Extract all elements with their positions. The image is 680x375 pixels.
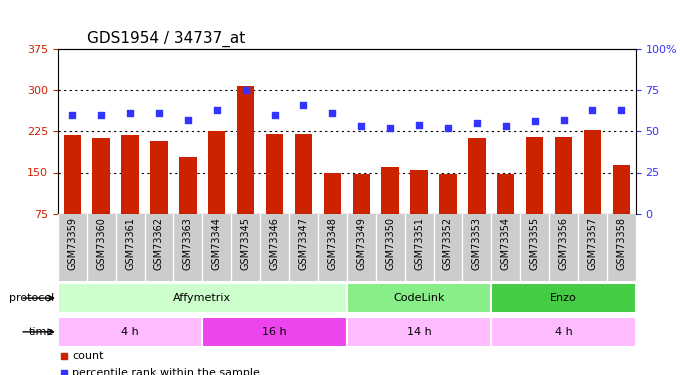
Text: GSM73347: GSM73347 — [299, 217, 309, 270]
Bar — [439, 174, 457, 214]
Bar — [203, 316, 347, 347]
Point — [327, 110, 338, 116]
Bar — [266, 134, 284, 214]
Text: GSM73358: GSM73358 — [616, 217, 626, 270]
Point — [356, 123, 367, 129]
Text: GSM73362: GSM73362 — [154, 217, 164, 270]
Point — [240, 87, 251, 93]
Text: GSM73357: GSM73357 — [588, 217, 598, 270]
Bar — [92, 138, 110, 214]
Bar — [295, 134, 312, 214]
Point — [96, 112, 107, 118]
Text: GSM73361: GSM73361 — [125, 217, 135, 270]
Text: GSM73363: GSM73363 — [183, 217, 193, 270]
Point — [471, 120, 482, 126]
Text: GSM73346: GSM73346 — [269, 217, 279, 270]
Point — [587, 107, 598, 113]
Bar — [180, 157, 197, 214]
Point — [124, 110, 135, 116]
Point — [500, 123, 511, 129]
Text: 16 h: 16 h — [262, 327, 287, 337]
Bar — [58, 283, 347, 314]
Text: 4 h: 4 h — [121, 327, 139, 337]
Text: GSM73348: GSM73348 — [327, 217, 337, 270]
Point — [67, 112, 78, 118]
Bar — [613, 165, 630, 214]
Bar — [150, 141, 168, 214]
Bar — [411, 170, 428, 214]
Bar — [381, 167, 398, 214]
Text: GSM73360: GSM73360 — [96, 217, 106, 270]
Point — [443, 125, 454, 131]
Text: CodeLink: CodeLink — [393, 293, 445, 303]
Point — [58, 370, 69, 375]
Point — [269, 112, 280, 118]
Point — [58, 353, 69, 359]
Bar — [353, 174, 370, 214]
Bar — [122, 135, 139, 214]
Text: Affymetrix: Affymetrix — [173, 293, 231, 303]
Text: protocol: protocol — [9, 293, 54, 303]
Bar — [555, 137, 573, 214]
Bar — [237, 86, 254, 214]
Text: GDS1954 / 34737_at: GDS1954 / 34737_at — [87, 31, 245, 47]
Bar — [58, 316, 203, 347]
Text: Enzo: Enzo — [550, 293, 577, 303]
Point — [529, 118, 540, 124]
Text: GSM73359: GSM73359 — [67, 217, 78, 270]
Text: GSM73345: GSM73345 — [241, 217, 251, 270]
Bar — [492, 316, 636, 347]
Bar — [58, 214, 636, 281]
Bar — [584, 130, 601, 214]
Bar — [64, 135, 81, 214]
Text: GSM73354: GSM73354 — [500, 217, 511, 270]
Text: GSM73344: GSM73344 — [211, 217, 222, 270]
Bar — [208, 131, 226, 214]
Text: GSM73349: GSM73349 — [356, 217, 367, 270]
Text: GSM73353: GSM73353 — [472, 217, 482, 270]
Text: count: count — [72, 351, 104, 361]
Bar — [492, 283, 636, 314]
Text: 4 h: 4 h — [555, 327, 573, 337]
Text: time: time — [29, 327, 54, 337]
Point — [211, 107, 222, 113]
Text: GSM73351: GSM73351 — [414, 217, 424, 270]
Point — [182, 117, 193, 123]
Text: GSM73356: GSM73356 — [558, 217, 568, 270]
Bar — [526, 137, 543, 214]
Bar — [469, 138, 486, 214]
Text: GSM73355: GSM73355 — [530, 217, 540, 270]
Point — [616, 107, 627, 113]
Point — [385, 125, 396, 131]
Point — [298, 102, 309, 108]
Text: 14 h: 14 h — [407, 327, 431, 337]
Text: percentile rank within the sample: percentile rank within the sample — [72, 368, 260, 375]
Text: GSM73350: GSM73350 — [385, 217, 395, 270]
Point — [413, 122, 424, 128]
Text: GSM73352: GSM73352 — [443, 217, 453, 270]
Bar — [497, 174, 515, 214]
Point — [154, 110, 165, 116]
Bar — [347, 283, 492, 314]
Point — [558, 117, 569, 123]
Bar — [347, 316, 492, 347]
Bar — [324, 172, 341, 214]
